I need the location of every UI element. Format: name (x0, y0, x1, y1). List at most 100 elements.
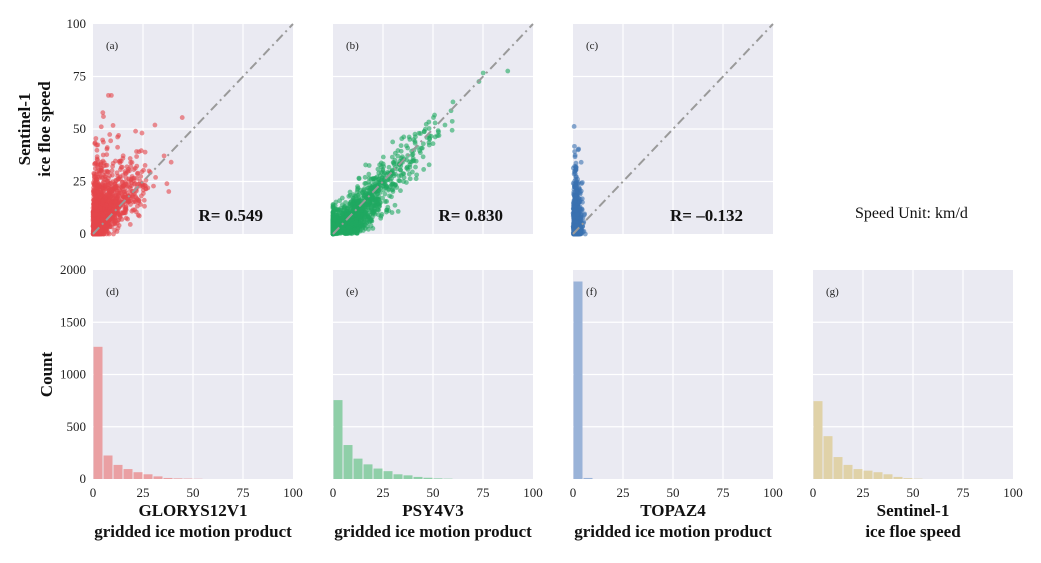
scatter-point (579, 180, 585, 185)
histogram-bar (413, 476, 423, 479)
scatter-point (395, 153, 401, 159)
histogram-bar (573, 281, 583, 479)
scatter-point (410, 169, 415, 175)
scatter-point (109, 172, 115, 178)
scatter-point (127, 168, 132, 174)
scatter-point (390, 139, 396, 145)
scatter-point (103, 209, 109, 215)
scatter-point (97, 175, 102, 180)
panel-g: (g) 0 25 50 75 100 Sentinel-1 ice floe speed (810, 270, 1023, 541)
scatter-point (577, 190, 583, 195)
x-axis-label: PSY4V3 (402, 501, 463, 520)
scatter-point (139, 169, 145, 175)
x-axis-label: GLORYS12V1 (139, 501, 248, 520)
scatter-point (115, 144, 120, 150)
scatter-point (375, 197, 381, 203)
histogram-bar (383, 471, 393, 479)
x-axis-label: ice floe speed (865, 522, 961, 541)
scatter-point (93, 211, 98, 217)
scatter-point (100, 199, 106, 204)
histogram-bar (433, 478, 443, 479)
scatter-point (410, 151, 416, 157)
scatter-point (166, 189, 172, 194)
histogram-bar (893, 476, 903, 479)
panel-label: (f) (586, 286, 597, 298)
scatter-point (114, 184, 119, 190)
scatter-point (93, 136, 99, 141)
histogram-bars (573, 281, 593, 479)
x-tick-label: 50 (187, 485, 200, 500)
scatter-point (93, 189, 99, 195)
scatter-point (449, 127, 455, 133)
scatter-point (151, 183, 156, 189)
scatter-point (384, 209, 389, 215)
scatter-point (140, 182, 146, 188)
panel-e: (e) 0 25 50 75 100 PSY4V3 gridded ice motion pr… (330, 270, 543, 541)
histogram-bar (583, 477, 593, 479)
scatter-point (412, 140, 418, 146)
scatter-point (572, 197, 578, 203)
scatter-point (92, 166, 98, 171)
scatter-point (152, 122, 158, 128)
scatter-point (115, 177, 121, 182)
scatter-point (91, 222, 96, 228)
scatter-point (104, 228, 110, 234)
scatter-point (449, 118, 455, 124)
panel-d: (d) 0 500 1000 1500 2000 0 25 50 75 100 GLORYS12V1 g… (37, 262, 303, 541)
scatter-point (122, 169, 128, 174)
scatter-point (398, 167, 403, 173)
histogram-bar (403, 475, 413, 479)
scatter-point (112, 220, 118, 226)
scatter-point (109, 92, 114, 98)
panel-c: R= –0.132 (c) (570, 23, 774, 237)
scatter-point (107, 132, 113, 137)
scatter-point (377, 173, 383, 179)
scatter-point (98, 193, 104, 199)
scatter-point (138, 202, 143, 207)
scatter-point (98, 124, 104, 130)
scatter-point (417, 150, 423, 156)
scatter-point (385, 204, 391, 210)
y-axis-label: ice floe speed (35, 81, 54, 177)
scatter-point (389, 210, 395, 215)
scatter-point (347, 201, 353, 207)
scatter-point (125, 216, 130, 222)
scatter-point (505, 68, 511, 74)
scatter-points (330, 68, 511, 237)
x-tick-label: 100 (763, 485, 783, 500)
histogram-bar (843, 464, 853, 479)
scatter-point (398, 188, 403, 194)
scatter-point (353, 222, 359, 227)
scatter-point (365, 207, 371, 213)
scatter-point (426, 126, 432, 131)
scatter-point (114, 170, 120, 176)
scatter-point (575, 147, 581, 153)
scatter-point (578, 229, 583, 235)
histogram-bar (363, 464, 373, 479)
scatter-point (378, 160, 384, 166)
scatter-point (571, 124, 577, 129)
panel-label: (g) (826, 286, 839, 298)
scatter-point (362, 181, 368, 186)
panel-a: R= 0.549 (a) 0 25 50 75 100 Sentinel-1 ice floe … (15, 16, 294, 241)
x-tick-label: 0 (570, 485, 577, 500)
scatter-point (413, 176, 419, 182)
scatter-point (366, 179, 372, 185)
scatter-point (111, 207, 117, 213)
scatter-point (450, 99, 456, 105)
scatter-point (98, 168, 104, 174)
scatter-point (91, 171, 97, 177)
scatter-point (123, 175, 129, 181)
scatter-point (380, 154, 386, 160)
scatter-point (574, 211, 580, 217)
y-tick-label: 75 (73, 69, 86, 84)
scatter-point (436, 129, 441, 135)
scatter-point (367, 190, 373, 196)
scatter-point (404, 165, 410, 171)
scatter-point (442, 122, 448, 128)
scatter-point (109, 195, 115, 201)
scatter-point (432, 112, 437, 118)
scatter-point (136, 197, 142, 203)
scatter-point (91, 181, 97, 187)
correlation-annotation: R= –0.132 (670, 206, 743, 225)
